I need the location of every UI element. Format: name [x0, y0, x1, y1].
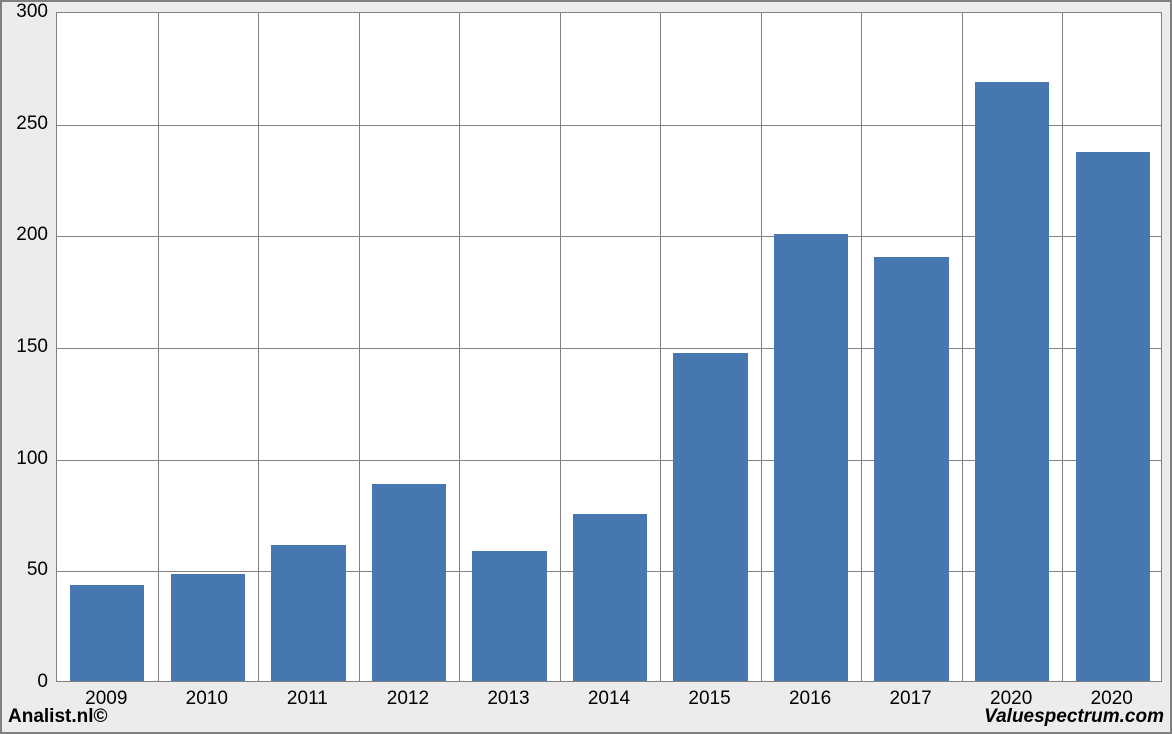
bar — [673, 353, 747, 681]
x-tick-label: 2015 — [688, 688, 730, 710]
gridline-vertical — [258, 13, 259, 681]
bar — [774, 234, 848, 681]
y-tick-label: 0 — [2, 671, 48, 693]
bar — [573, 514, 647, 682]
bar — [472, 551, 546, 681]
gridline-vertical — [158, 13, 159, 681]
footer-left-credit: Analist.nl© — [8, 706, 108, 728]
x-tick-label: 2010 — [186, 688, 228, 710]
gridline-vertical — [861, 13, 862, 681]
y-tick-label: 50 — [2, 559, 48, 581]
bar — [874, 257, 948, 681]
gridline-vertical — [359, 13, 360, 681]
bar — [70, 585, 144, 681]
x-tick-label: 2016 — [789, 688, 831, 710]
plot-area — [56, 12, 1162, 682]
y-tick-label: 100 — [2, 448, 48, 470]
gridline-vertical — [1062, 13, 1063, 681]
x-tick-label: 2017 — [889, 688, 931, 710]
x-tick-label: 2012 — [387, 688, 429, 710]
x-tick-label: 2014 — [588, 688, 630, 710]
bar — [271, 545, 345, 681]
gridline-vertical — [962, 13, 963, 681]
x-tick-label: 2011 — [287, 688, 328, 710]
gridline-vertical — [560, 13, 561, 681]
gridline-vertical — [459, 13, 460, 681]
y-tick-label: 150 — [2, 336, 48, 358]
bar — [1076, 152, 1150, 681]
bar — [372, 484, 446, 681]
footer-right-credit: Valuespectrum.com — [984, 706, 1164, 728]
y-tick-label: 300 — [2, 1, 48, 23]
bar — [975, 82, 1049, 681]
y-tick-label: 250 — [2, 113, 48, 135]
gridline-vertical — [761, 13, 762, 681]
chart-frame: 050100150200250300 200920102011201220132… — [0, 0, 1172, 734]
x-tick-label: 2013 — [487, 688, 529, 710]
y-tick-label: 200 — [2, 224, 48, 246]
gridline-vertical — [660, 13, 661, 681]
bar — [171, 574, 245, 681]
